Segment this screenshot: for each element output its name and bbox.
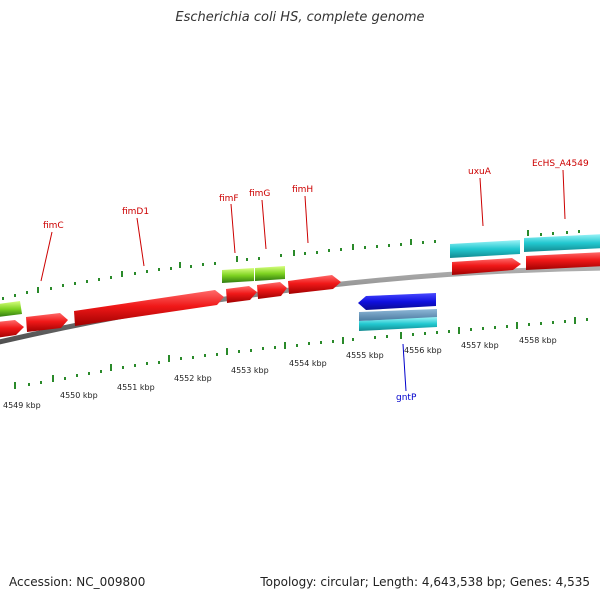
upper-tick-row (2, 230, 580, 300)
gene-arrow (452, 258, 521, 275)
lower-tick-row (14, 317, 588, 389)
gene-label-fimG[interactable]: fimG (249, 189, 270, 199)
rna-feature (222, 268, 254, 283)
gene-label-gntP[interactable]: gntP (396, 393, 417, 403)
gene-label-EcHS_A4549[interactable]: EcHS_A4549 (532, 159, 589, 169)
forward-genes (0, 252, 600, 338)
label-leader-lines (40, 169, 566, 392)
cds-feature (450, 240, 520, 258)
ruler-label: 4557 kbp (461, 341, 499, 350)
ruler-label: 4555 kbp (346, 351, 384, 360)
ruler-label: 4553 kbp (231, 366, 269, 375)
cds-feature (524, 234, 600, 252)
ruler-label: 4554 kbp (289, 359, 327, 368)
cds-feature (359, 317, 437, 331)
ruler-label: 4556 kbp (404, 346, 442, 355)
gene-arrow (26, 313, 68, 332)
genome-backbone (0, 265, 600, 345)
gene-arrow (257, 282, 287, 299)
gene-arrow (0, 320, 24, 338)
gene-label-uxuA[interactable]: uxuA (468, 167, 492, 177)
gene-arrow (526, 252, 600, 270)
gene-label-fimD1[interactable]: fimD1 (122, 207, 149, 217)
ruler-label: 4558 kbp (519, 336, 557, 345)
ruler-label: 4552 kbp (174, 374, 212, 383)
ruler-label: 4551 kbp (117, 383, 155, 392)
gene-label-fimC[interactable]: fimC (43, 221, 64, 231)
reverse-gene-arrow (358, 293, 436, 310)
rna-feature (255, 266, 285, 281)
gene-arrow (288, 275, 341, 294)
rna-feature (0, 301, 22, 317)
gene-label-fimF[interactable]: fimF (219, 194, 239, 204)
gene-arrow (226, 286, 257, 303)
ruler-label: 4550 kbp (60, 391, 98, 400)
accession-text: Accession: NC_009800 (9, 575, 146, 589)
gene-arrow (74, 290, 224, 326)
ruler-label: 4549 kbp (3, 401, 41, 410)
genome-summary-text: Topology: circular; Length: 4,643,538 bp… (260, 575, 590, 589)
map-title: Escherichia coli HS, complete genome (175, 10, 425, 25)
ruler-labels: 4549 kbp 4550 kbp 4551 kbp 4552 kbp 4553… (3, 336, 557, 410)
gene-labels: fimC fimD1 fimF fimG fimH uxuA EcHS_A454… (43, 159, 589, 403)
gene-label-fimH[interactable]: fimH (292, 185, 313, 195)
